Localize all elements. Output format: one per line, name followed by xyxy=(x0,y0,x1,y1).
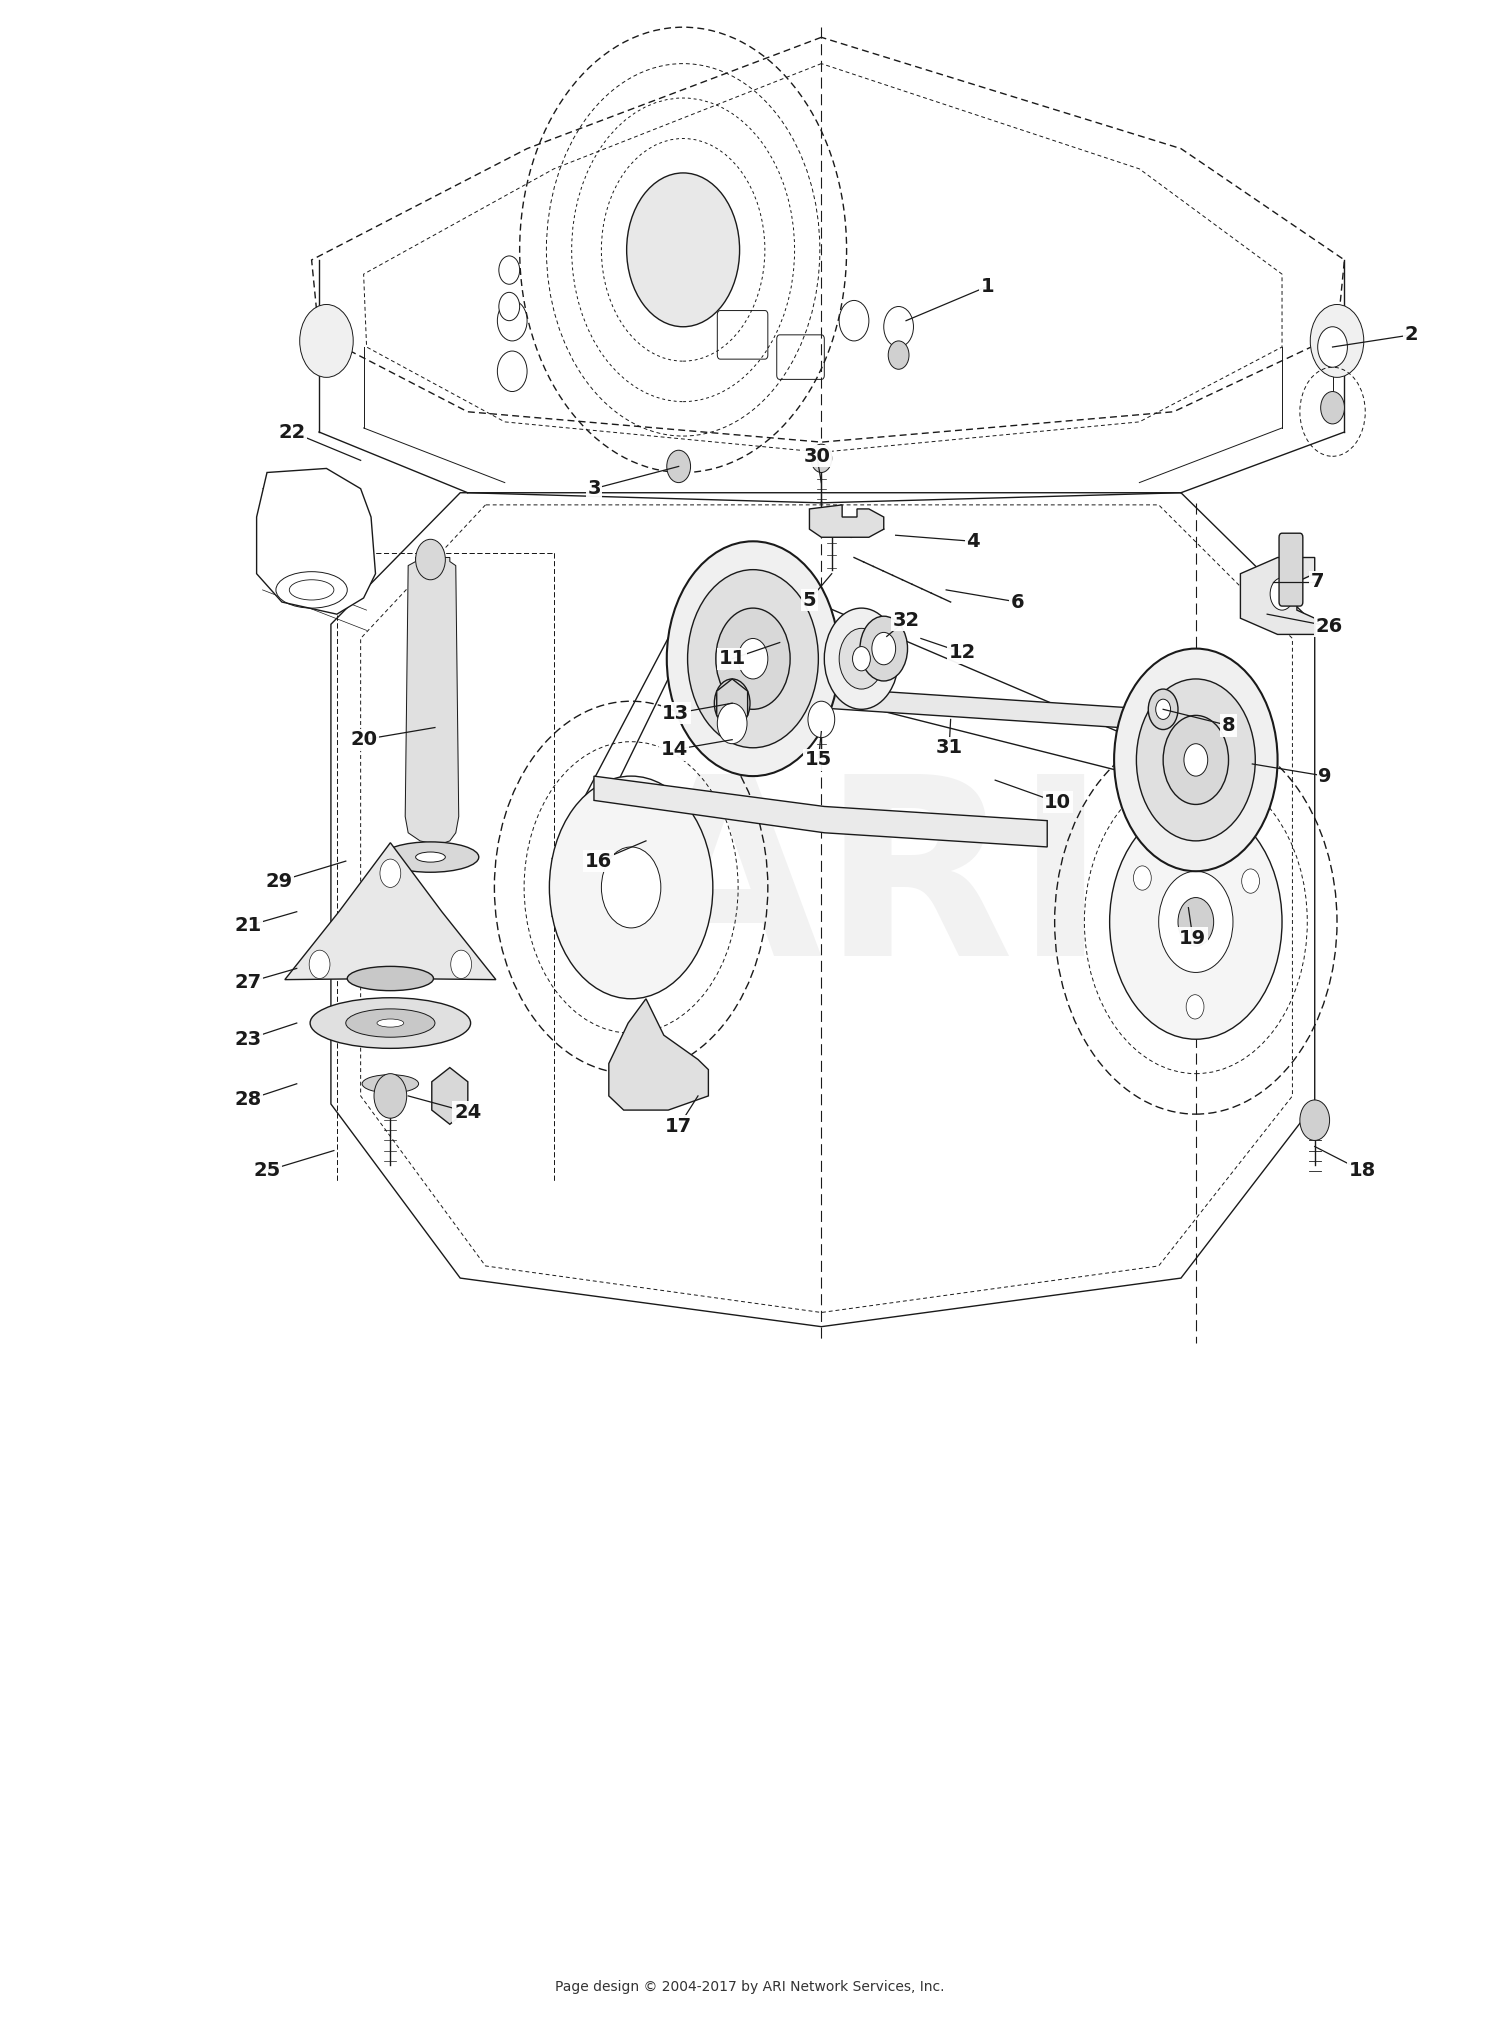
Text: 29: 29 xyxy=(266,872,292,891)
Text: 13: 13 xyxy=(662,703,690,723)
Circle shape xyxy=(1114,648,1278,870)
Circle shape xyxy=(852,646,870,671)
Ellipse shape xyxy=(346,1009,435,1037)
Circle shape xyxy=(1311,304,1364,377)
Text: 6: 6 xyxy=(1011,593,1025,611)
Polygon shape xyxy=(810,505,883,538)
Circle shape xyxy=(549,776,712,999)
Circle shape xyxy=(871,632,895,664)
Text: 30: 30 xyxy=(804,446,831,467)
Circle shape xyxy=(1178,897,1214,946)
Circle shape xyxy=(717,703,747,744)
Ellipse shape xyxy=(376,1019,404,1027)
Circle shape xyxy=(1137,679,1256,842)
Circle shape xyxy=(716,607,791,709)
FancyBboxPatch shape xyxy=(1280,534,1304,605)
Text: 11: 11 xyxy=(718,650,746,668)
Text: 8: 8 xyxy=(1221,715,1236,736)
Text: 32: 32 xyxy=(892,611,920,630)
Text: 24: 24 xyxy=(454,1103,482,1121)
Circle shape xyxy=(374,1074,406,1119)
Ellipse shape xyxy=(416,852,446,862)
Circle shape xyxy=(498,351,526,391)
Circle shape xyxy=(668,542,838,776)
Circle shape xyxy=(1270,577,1294,609)
Text: 2: 2 xyxy=(1404,326,1417,344)
Polygon shape xyxy=(405,558,459,846)
Text: 22: 22 xyxy=(279,422,306,442)
Circle shape xyxy=(1162,715,1228,805)
Text: 10: 10 xyxy=(1044,793,1071,811)
Text: 21: 21 xyxy=(234,917,261,935)
Text: 14: 14 xyxy=(660,740,688,760)
Text: 3: 3 xyxy=(586,479,600,497)
Circle shape xyxy=(1184,744,1208,776)
Circle shape xyxy=(839,628,884,689)
Text: 18: 18 xyxy=(1348,1162,1376,1180)
Circle shape xyxy=(839,300,868,340)
Circle shape xyxy=(627,173,740,326)
Circle shape xyxy=(1186,995,1204,1019)
Circle shape xyxy=(498,300,526,340)
Polygon shape xyxy=(609,999,708,1111)
Circle shape xyxy=(1300,1101,1329,1141)
Text: 16: 16 xyxy=(585,852,612,870)
Text: 19: 19 xyxy=(1179,929,1206,948)
Text: 31: 31 xyxy=(936,738,963,758)
Circle shape xyxy=(687,571,819,748)
Circle shape xyxy=(309,950,330,978)
Circle shape xyxy=(416,540,446,579)
Polygon shape xyxy=(594,776,1047,848)
Text: 5: 5 xyxy=(802,591,816,609)
Circle shape xyxy=(808,701,834,738)
Text: 4: 4 xyxy=(966,532,980,550)
Text: ARI: ARI xyxy=(630,766,1108,1009)
Circle shape xyxy=(380,860,400,887)
Text: 20: 20 xyxy=(350,730,376,750)
Text: 15: 15 xyxy=(804,750,832,770)
Circle shape xyxy=(1317,326,1347,367)
Circle shape xyxy=(450,950,471,978)
Text: 9: 9 xyxy=(1318,766,1332,785)
Text: 25: 25 xyxy=(254,1162,280,1180)
Circle shape xyxy=(1134,866,1152,891)
Polygon shape xyxy=(256,469,375,613)
Circle shape xyxy=(1155,699,1170,719)
Circle shape xyxy=(300,304,352,377)
Ellipse shape xyxy=(310,999,471,1048)
Circle shape xyxy=(888,340,909,369)
Circle shape xyxy=(602,848,662,927)
Text: 26: 26 xyxy=(1316,618,1342,636)
Circle shape xyxy=(668,450,690,483)
Text: 28: 28 xyxy=(234,1090,261,1109)
Circle shape xyxy=(714,679,750,728)
Polygon shape xyxy=(285,842,496,980)
Polygon shape xyxy=(1240,558,1314,634)
Ellipse shape xyxy=(362,1074,419,1092)
Circle shape xyxy=(500,257,519,283)
Circle shape xyxy=(1320,391,1344,424)
Circle shape xyxy=(1242,868,1260,893)
Ellipse shape xyxy=(348,966,433,990)
Circle shape xyxy=(1149,689,1178,730)
Circle shape xyxy=(738,638,768,679)
Text: 12: 12 xyxy=(950,644,976,662)
Circle shape xyxy=(1158,870,1233,972)
Text: Page design © 2004-2017 by ARI Network Services, Inc.: Page design © 2004-2017 by ARI Network S… xyxy=(555,1979,945,1993)
Circle shape xyxy=(825,607,898,709)
Circle shape xyxy=(884,306,914,346)
Text: 1: 1 xyxy=(981,277,994,296)
Text: 17: 17 xyxy=(664,1117,692,1135)
Ellipse shape xyxy=(382,842,478,872)
Text: 7: 7 xyxy=(1311,573,1324,591)
Polygon shape xyxy=(687,679,1184,732)
Text: 27: 27 xyxy=(234,972,261,993)
Circle shape xyxy=(859,615,907,681)
Circle shape xyxy=(1110,805,1282,1039)
Circle shape xyxy=(812,444,831,473)
Text: 23: 23 xyxy=(234,1029,261,1050)
Circle shape xyxy=(500,291,519,320)
